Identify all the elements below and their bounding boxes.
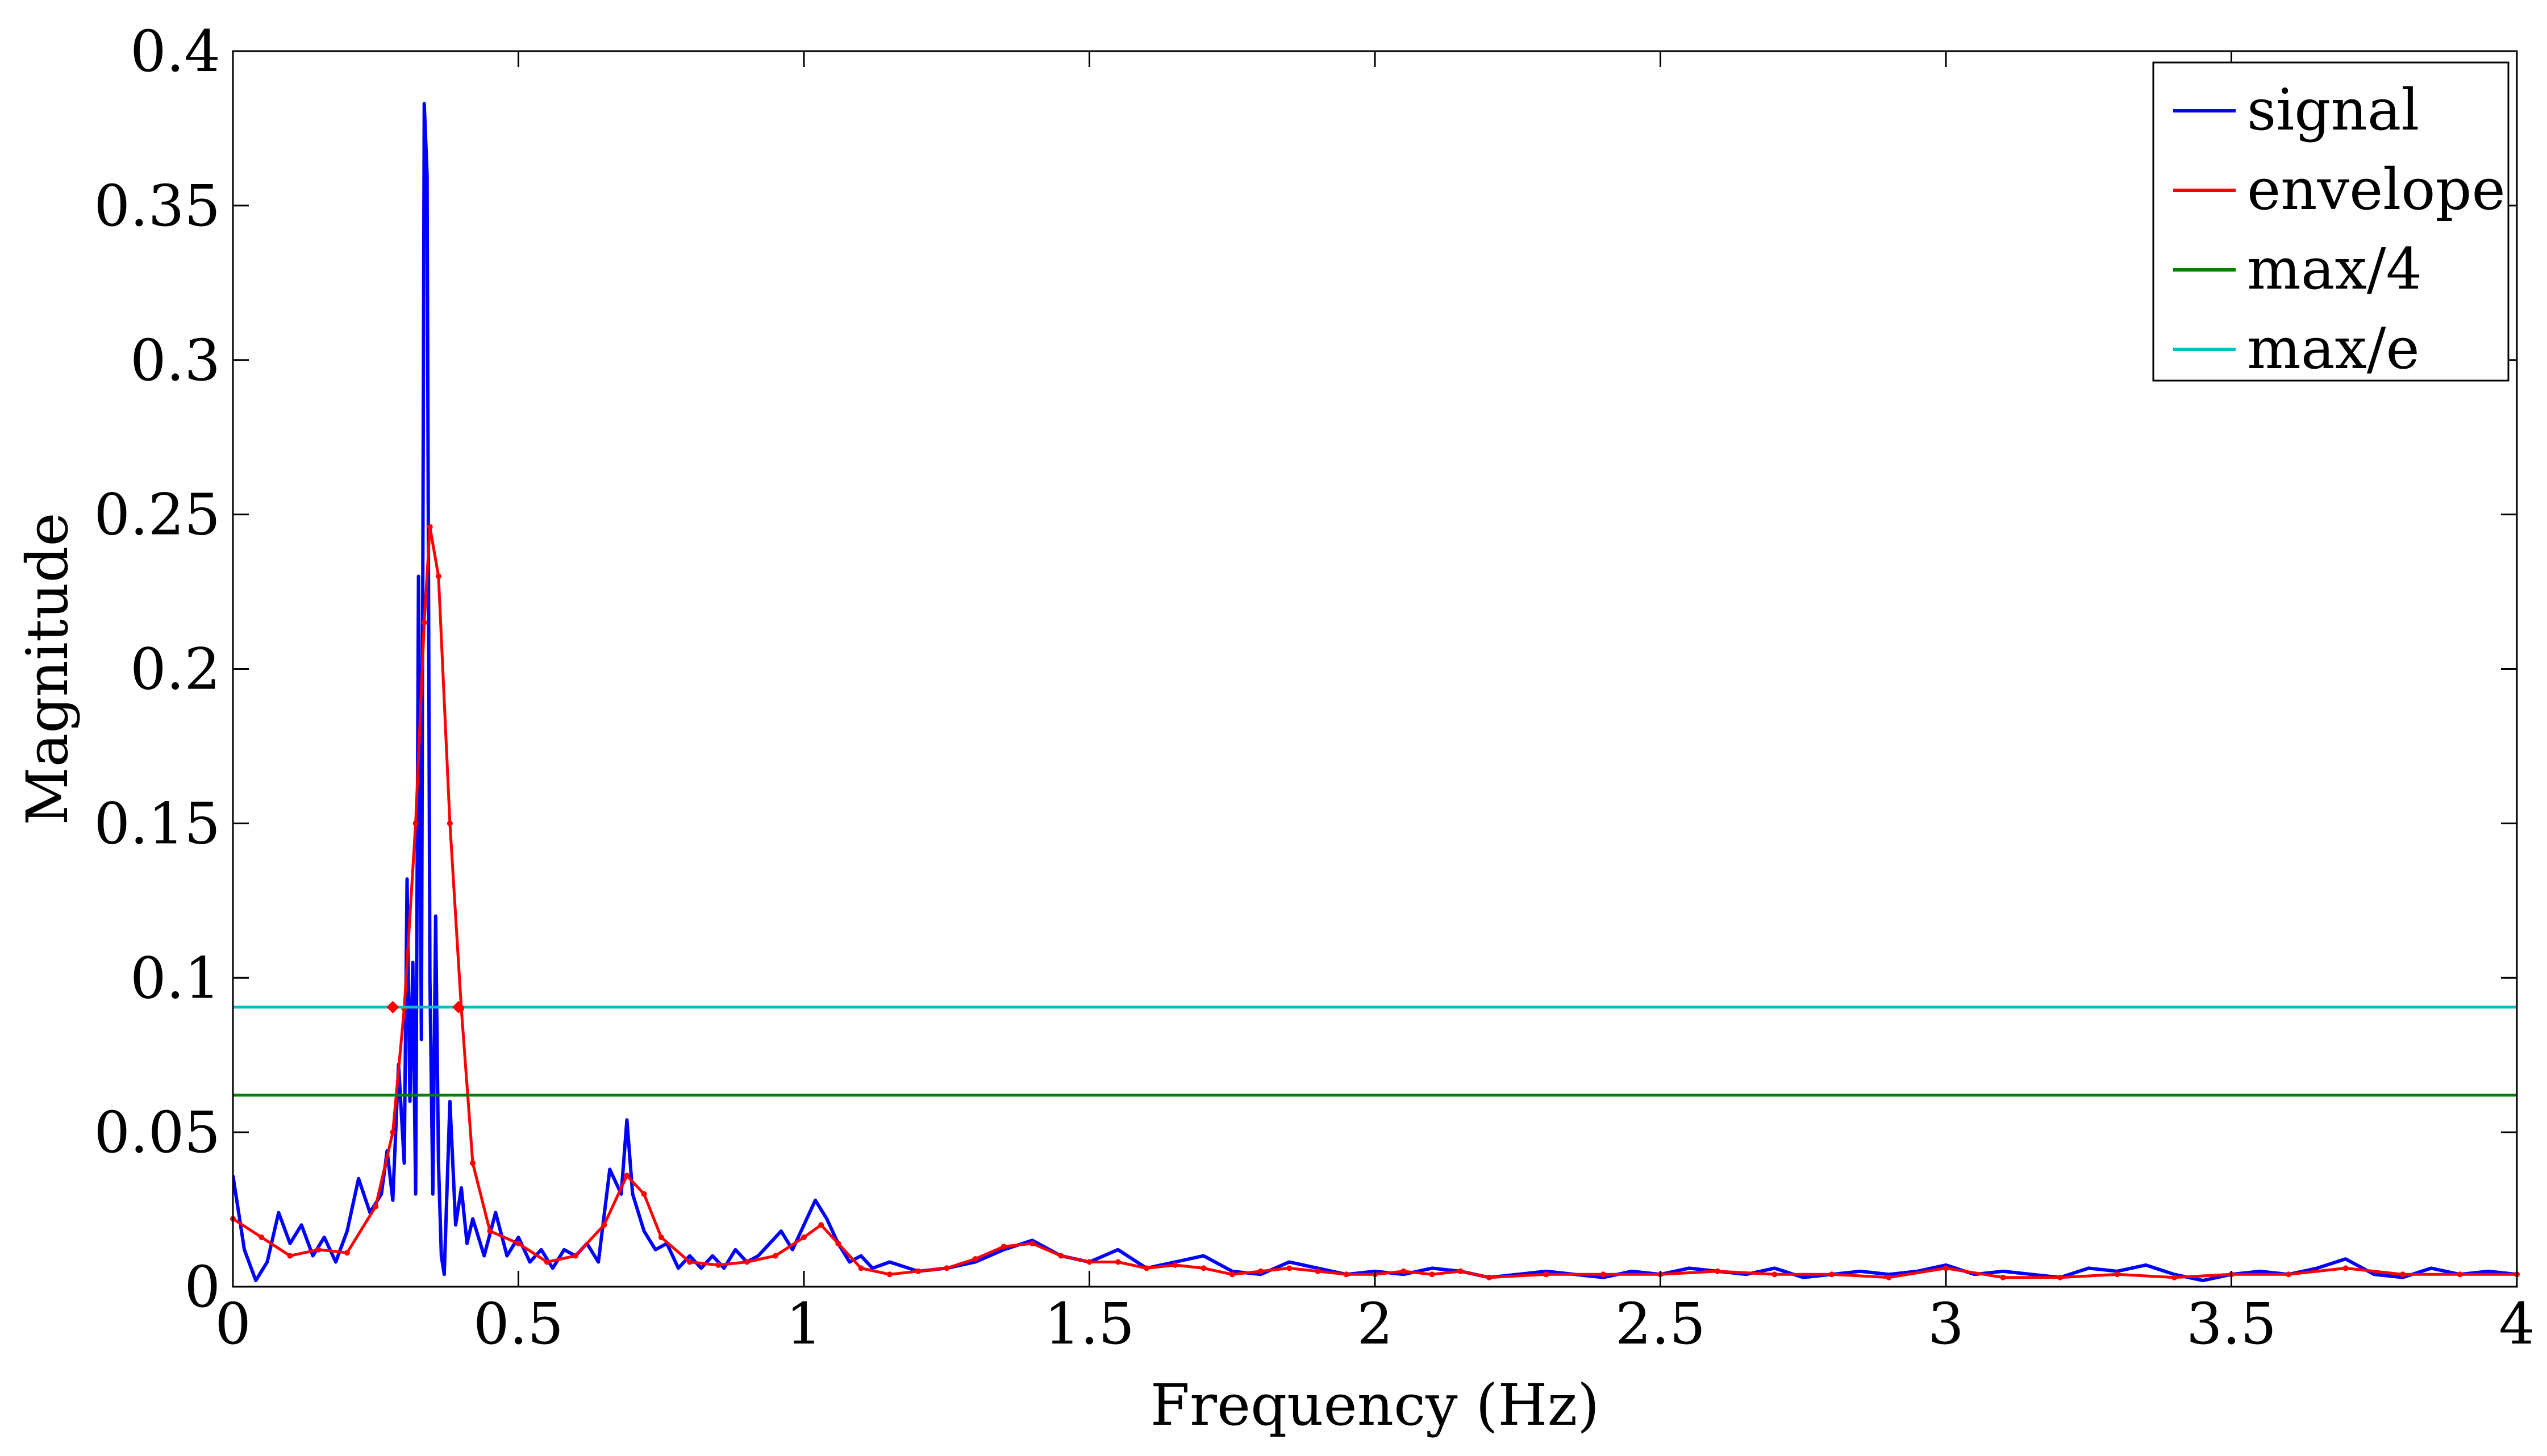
- envelope-point: [944, 1265, 950, 1271]
- envelope-point: [2342, 1265, 2349, 1271]
- envelope-point: [390, 1129, 396, 1136]
- envelope-point: [1144, 1265, 1149, 1271]
- legend-box: [2152, 61, 2510, 382]
- envelope-point: [2000, 1274, 2006, 1280]
- envelope-point: [1343, 1271, 1349, 1278]
- envelope-point: [818, 1222, 824, 1228]
- envelope-point: [1400, 1268, 1407, 1274]
- envelope-point: [1029, 1240, 1035, 1246]
- envelope-point: [2057, 1274, 2063, 1280]
- envelope-point: [658, 1234, 664, 1240]
- x-tick-label: 4: [2499, 1291, 2535, 1357]
- envelope-point: [287, 1253, 293, 1259]
- envelope-point: [1600, 1271, 1606, 1278]
- envelope-point: [801, 1234, 807, 1240]
- envelope-point: [1457, 1268, 1464, 1274]
- envelope-point: [886, 1271, 893, 1278]
- envelope-point: [544, 1259, 550, 1265]
- legend-label: signal: [2247, 77, 2419, 143]
- y-tick-label: 0.05: [94, 1099, 220, 1166]
- envelope-point: [2457, 1271, 2463, 1278]
- legend-label: envelope: [2247, 156, 2506, 223]
- envelope-point: [1086, 1259, 1093, 1265]
- envelope-point: [835, 1240, 841, 1246]
- envelope-point: [1229, 1271, 1235, 1278]
- envelope-point: [447, 820, 453, 827]
- envelope-point: [1286, 1265, 1293, 1271]
- x-tick-label: 3.5: [2186, 1291, 2277, 1357]
- envelope-point: [744, 1259, 750, 1265]
- envelope-point: [1715, 1268, 1720, 1274]
- envelope-point: [2114, 1271, 2120, 1278]
- y-axis-title: Magnitude: [14, 512, 81, 825]
- envelope-point: [1943, 1265, 1949, 1271]
- envelope-point: [435, 573, 441, 579]
- legend: signal envelope max/4 max/e: [2152, 61, 2510, 382]
- y-tick-label: 0.25: [94, 482, 220, 548]
- threshold-crossing-marker: [386, 1000, 399, 1013]
- y-tick-label: 0.3: [130, 327, 220, 394]
- envelope-point: [1115, 1259, 1121, 1265]
- x-tick-label: 2: [1357, 1291, 1393, 1357]
- y-tick-label: 0.15: [94, 790, 220, 857]
- x-tick-label: 2.5: [1615, 1291, 1706, 1357]
- envelope-point: [573, 1253, 578, 1259]
- envelope-point: [421, 619, 427, 625]
- envelope-point: [2400, 1271, 2406, 1278]
- envelope-point: [1001, 1244, 1007, 1250]
- envelope-point: [687, 1259, 693, 1265]
- envelope-point: [315, 1246, 322, 1253]
- envelope-point: [641, 1191, 647, 1197]
- x-tick-label: 0.5: [473, 1291, 564, 1357]
- envelope-point: [772, 1253, 778, 1259]
- envelope-point: [1771, 1271, 1778, 1278]
- envelope-point: [487, 1228, 493, 1234]
- envelope-point: [624, 1173, 630, 1179]
- envelope-point: [1258, 1268, 1264, 1274]
- plot-area: [230, 102, 2520, 1283]
- envelope-point: [601, 1222, 607, 1228]
- x-tick-label: 3: [1928, 1291, 1964, 1357]
- envelope-point: [344, 1250, 350, 1256]
- envelope-point: [915, 1268, 921, 1274]
- x-tick-label: 0: [215, 1291, 251, 1357]
- envelope-point: [1543, 1271, 1549, 1278]
- envelope-point: [1172, 1262, 1178, 1268]
- y-tick-label: 0.4: [130, 18, 220, 85]
- envelope-point: [1429, 1271, 1435, 1278]
- x-axis-title: Frequency (Hz): [1150, 1372, 1600, 1438]
- envelope-point: [470, 1160, 476, 1166]
- envelope-point: [515, 1240, 522, 1246]
- envelope-point: [1486, 1274, 1492, 1280]
- legend-label: max/e: [2247, 315, 2420, 382]
- envelope-point: [858, 1265, 864, 1271]
- envelope-point: [259, 1234, 265, 1240]
- y-tick-label: 0.35: [94, 173, 220, 239]
- envelope-point: [1200, 1265, 1207, 1271]
- envelope-point: [1886, 1274, 1892, 1280]
- y-tick-label: 0.2: [130, 636, 220, 703]
- threshold-crossing-marker: [452, 1000, 465, 1013]
- y-tick-label: 0: [184, 1254, 220, 1320]
- envelope-point: [972, 1256, 978, 1262]
- envelope-point: [1315, 1268, 1321, 1274]
- envelope-point: [2286, 1271, 2291, 1278]
- envelope-point: [1829, 1271, 1835, 1278]
- envelope-point: [412, 820, 419, 827]
- legend-label: max/4: [2247, 236, 2422, 302]
- envelope-point: [373, 1203, 379, 1209]
- x-tick-label: 1: [786, 1291, 822, 1357]
- envelope-point: [2171, 1274, 2177, 1280]
- ticks: 0 0.5 1 1.5 2 2.5 3 3.5 4 0 0.05 0.1 0.15 0.2 0.25 0.3 0…: [94, 18, 2535, 1357]
- envelope-point: [1058, 1253, 1064, 1259]
- y-tick-label: 0.1: [130, 945, 220, 1011]
- envelope-point: [427, 524, 433, 530]
- envelope-point: [715, 1262, 722, 1268]
- x-tick-label: 1.5: [1044, 1291, 1135, 1357]
